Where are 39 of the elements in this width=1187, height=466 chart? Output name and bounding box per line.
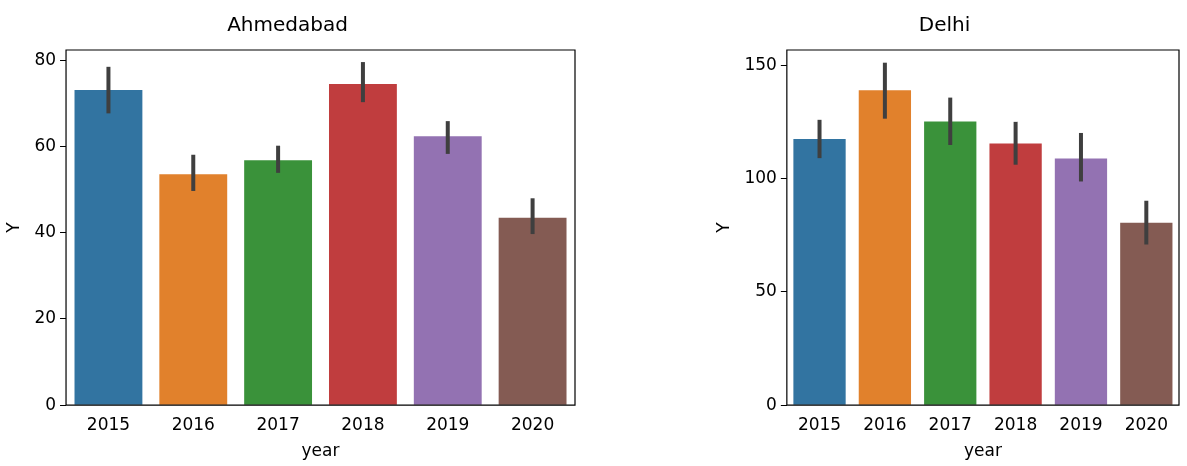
x-axis-title: year <box>963 440 1002 461</box>
bar <box>1120 222 1173 405</box>
y-tick-label: 80 <box>34 48 57 69</box>
y-tick-label: 60 <box>34 134 57 155</box>
x-tick-label: 2020 <box>510 413 555 434</box>
y-tick-label: 20 <box>34 307 57 328</box>
y-tick-label: 0 <box>45 393 57 414</box>
x-tick-label: 2018 <box>341 413 385 434</box>
y-tick-label: 150 <box>744 53 777 74</box>
bar <box>329 84 397 405</box>
x-tick-label: 2019 <box>1059 413 1103 434</box>
y-axis-title: Y <box>712 221 733 234</box>
bar <box>498 217 567 405</box>
x-tick-label: 2015 <box>86 413 131 434</box>
bar <box>858 90 912 405</box>
x-tick-label: 2018 <box>993 413 1038 434</box>
bar <box>244 160 313 405</box>
chart-title: Delhi <box>918 12 971 37</box>
x-tick-label: 2015 <box>797 413 842 434</box>
bar <box>793 139 846 405</box>
chart-title: Ahmedabad <box>227 12 348 37</box>
y-tick-label: 0 <box>766 393 777 414</box>
bar <box>74 90 143 405</box>
y-tick-label: 100 <box>744 166 777 187</box>
bar <box>924 121 977 405</box>
x-tick-label: 2016 <box>171 413 215 434</box>
bar <box>989 143 1042 405</box>
x-tick-label: 2017 <box>928 413 972 434</box>
x-tick-label: 2016 <box>863 413 907 434</box>
x-tick-label: 2020 <box>1124 413 1168 434</box>
bar <box>413 136 482 405</box>
y-axis-title: Y <box>2 221 23 234</box>
y-tick-label: 40 <box>34 221 57 242</box>
bar <box>159 174 228 405</box>
x-tick-label: 2017 <box>256 413 300 434</box>
x-tick-label: 2019 <box>426 413 470 434</box>
y-tick-label: 50 <box>755 280 777 301</box>
x-axis-title: year <box>301 440 340 461</box>
bar <box>1054 158 1108 405</box>
